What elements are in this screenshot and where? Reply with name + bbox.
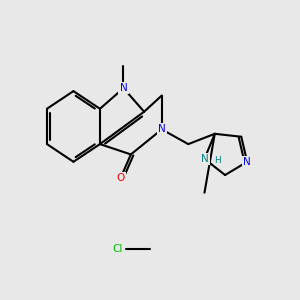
Text: O: O: [116, 173, 125, 183]
Text: N: N: [243, 157, 251, 167]
Text: N: N: [120, 83, 128, 93]
Text: H: H: [214, 156, 221, 165]
Text: N: N: [158, 124, 166, 134]
Text: N: N: [201, 154, 208, 164]
Text: Cl: Cl: [112, 244, 123, 254]
